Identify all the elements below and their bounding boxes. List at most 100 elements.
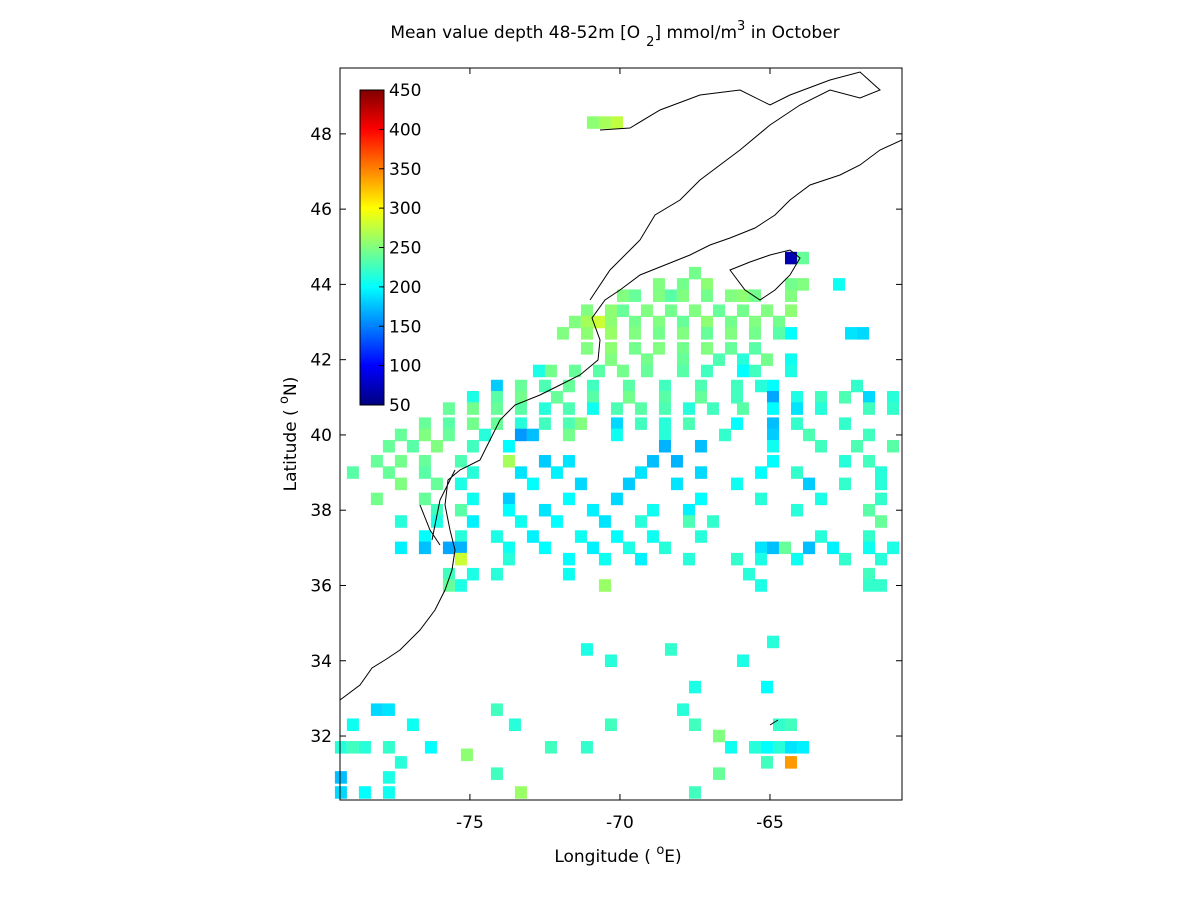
grid-cell	[874, 477, 887, 491]
grid-cell	[838, 455, 851, 468]
grid-cell	[604, 654, 617, 668]
grid-cell	[790, 466, 803, 479]
grid-cell	[670, 455, 683, 468]
grid-cell	[562, 417, 575, 430]
grid-cell	[838, 552, 851, 566]
grid-cell	[454, 552, 467, 566]
grid-cell	[682, 515, 695, 528]
grid-cell	[688, 786, 701, 799]
grid-cell	[538, 455, 551, 468]
grid-cell	[466, 466, 479, 479]
grid-cell	[358, 786, 371, 799]
grid-cell	[766, 455, 779, 468]
colorbar-tick-label: 400	[389, 120, 421, 140]
grid-cell	[658, 391, 671, 404]
grid-cell	[784, 327, 797, 340]
grid-cell	[736, 654, 749, 668]
grid-cell	[418, 455, 431, 468]
grid-cell	[790, 552, 803, 566]
grid-cell	[802, 428, 815, 442]
grid-cell	[796, 741, 809, 754]
grid-cell	[514, 391, 527, 404]
grid-cell	[508, 718, 521, 731]
grid-cell	[628, 315, 641, 329]
title-text: in October	[745, 23, 839, 43]
grid-cell	[394, 756, 407, 769]
colorbar-tick-label: 150	[389, 317, 421, 337]
grid-cell	[766, 439, 779, 453]
grid-cell	[700, 327, 713, 340]
grid-cell	[688, 266, 701, 280]
grid-cell	[760, 353, 773, 366]
grid-cell	[442, 541, 455, 555]
grid-cell	[730, 477, 743, 491]
grid-cell	[442, 402, 455, 415]
grid-cell	[460, 748, 473, 762]
grid-cell	[580, 643, 593, 656]
grid-cell	[730, 552, 743, 566]
grid-cell	[490, 767, 503, 780]
grid-cell	[394, 477, 407, 491]
grid-cell	[562, 492, 575, 506]
grid-cell	[766, 635, 779, 649]
grid-cell	[346, 718, 359, 731]
grid-cell	[490, 703, 503, 716]
colorbar-tick-label: 300	[389, 199, 421, 219]
grid-cell	[652, 315, 665, 329]
grid-cell	[490, 530, 503, 543]
grid-cell	[658, 439, 671, 453]
grid-cell	[616, 304, 629, 318]
grid-cell	[790, 391, 803, 404]
grid-cell	[610, 402, 623, 415]
grid-cell	[334, 741, 347, 754]
x-label-text: E)	[664, 847, 681, 867]
grid-cell	[490, 402, 503, 415]
y-tick-label: 44	[310, 275, 332, 295]
grid-cell	[730, 379, 743, 393]
grid-cell	[454, 530, 467, 543]
grid-cell	[454, 579, 467, 592]
grid-cell	[736, 304, 749, 318]
grid-cell	[466, 402, 479, 415]
grid-cell	[586, 541, 599, 555]
grid-cell	[544, 741, 557, 754]
grid-cell	[682, 503, 695, 517]
grid-cell	[502, 455, 515, 468]
grid-cell	[604, 304, 617, 318]
x-tick-label: -75	[456, 813, 484, 833]
grid-cell	[502, 503, 515, 517]
grid-cell	[658, 541, 671, 555]
grid-cell	[628, 289, 641, 302]
grid-cell	[862, 579, 875, 592]
grid-cell	[628, 342, 641, 355]
grid-cell	[610, 417, 623, 430]
grid-cell	[394, 428, 407, 442]
plot-frame	[339, 67, 903, 801]
grid-cell	[814, 402, 827, 415]
grid-cell	[550, 466, 563, 479]
y-axis-label: Latitude ( oN)	[277, 377, 301, 492]
grid-cell	[544, 364, 557, 378]
grid-cell	[724, 315, 737, 329]
grid-cell	[586, 379, 599, 393]
grid-cell	[730, 391, 743, 404]
grid-cell	[592, 364, 605, 378]
grid-cell	[760, 741, 773, 754]
grid-cell	[370, 455, 383, 468]
grid-cell	[700, 342, 713, 355]
grid-cell	[538, 503, 551, 517]
grid-cell	[664, 304, 677, 318]
grid-cell	[382, 741, 395, 754]
grid-cell	[598, 579, 611, 592]
y-label-text: Latitude (	[281, 404, 301, 491]
grid-cell	[616, 289, 629, 302]
grid-cell	[454, 541, 467, 555]
y-label-text: N)	[281, 377, 301, 396]
colorbar-tick-label: 50	[389, 396, 411, 416]
grid-cell	[694, 530, 707, 543]
grid-cell	[784, 278, 797, 291]
x-tick-label: -65	[756, 813, 784, 833]
grid-cell	[886, 402, 899, 415]
grid-cell	[490, 379, 503, 393]
grid-cell	[790, 503, 803, 517]
